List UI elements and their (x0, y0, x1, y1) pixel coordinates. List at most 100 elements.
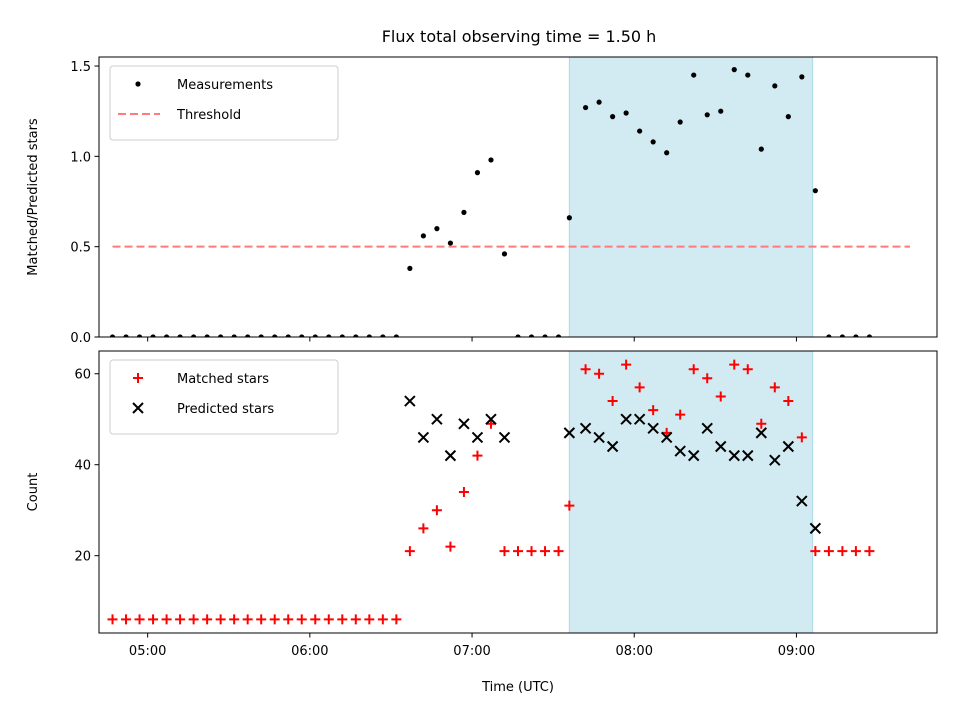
y-tick-label: 20 (74, 550, 91, 565)
matched-stars-point (310, 614, 321, 625)
measurements-point (285, 334, 291, 337)
x-axis-label: Time (UTC) (481, 680, 554, 695)
matched-stars-point (350, 614, 361, 625)
predicted-stars-point (769, 454, 781, 466)
measurements-point (691, 72, 697, 78)
measurements-point (136, 334, 143, 337)
measurements-point (191, 334, 197, 337)
matched-stars-point (513, 546, 523, 557)
predicted-stars-point (742, 449, 754, 462)
measurements-point (258, 334, 264, 337)
matched-stars-point (769, 382, 780, 393)
matched-stars-point (472, 450, 483, 461)
predicted-stars-point (660, 431, 673, 444)
matched-stars-point (715, 391, 726, 402)
measurements-point (109, 334, 116, 337)
chart-title: Flux total observing time = 1.50 h (382, 27, 657, 46)
matched-stars-point (445, 541, 456, 552)
measurements-point (150, 334, 156, 337)
axes-frame (98, 350, 938, 634)
x-tick-label: 06:00 (291, 644, 328, 659)
measurements-point (339, 334, 345, 337)
predicted-stars-point (701, 422, 713, 435)
matched-stars-point (202, 614, 213, 625)
measurements-series (109, 67, 873, 337)
predicted-stars-point (715, 440, 727, 453)
measurements-point (272, 334, 278, 337)
matched-stars-point (564, 500, 575, 511)
measurements-point (731, 67, 737, 73)
matched-stars-legend-marker (133, 373, 143, 383)
predicted-stars-point (444, 449, 457, 462)
matched-stars-point (175, 614, 186, 625)
predicted-stars-point (606, 440, 619, 453)
predicted-stars-point (674, 445, 686, 457)
matched-stars-point (837, 546, 848, 557)
legend-box (109, 359, 339, 435)
matched-stars-point (404, 546, 415, 557)
matched-stars-point (729, 359, 740, 370)
y-tick-label: 0.5 (70, 241, 91, 256)
measurements-point (407, 265, 413, 271)
matched-stars-point (107, 614, 118, 625)
matched-stars-point (242, 614, 253, 625)
y-tick-label: 60 (74, 368, 91, 383)
matched-stars-point (134, 614, 145, 625)
predicted-stars-point (688, 449, 700, 462)
measurements-point (461, 209, 467, 215)
measurements-point (853, 334, 859, 337)
measurements-point (366, 334, 372, 337)
measurements-point (826, 334, 832, 337)
matched-stars-point (607, 396, 618, 407)
plot-area (107, 351, 875, 633)
measurements-point (204, 334, 210, 337)
observing-window-span (568, 351, 814, 633)
matched-stars-point (783, 396, 794, 407)
y-tick-label: 40 (74, 459, 91, 474)
measurements-point (745, 72, 751, 78)
legend-label-threshold: Threshold (176, 108, 241, 123)
measurements-point (299, 334, 305, 337)
measurements-point (393, 334, 399, 337)
measurements-point (177, 334, 183, 337)
predicted-stars-point (620, 413, 632, 425)
matched-stars-series (107, 359, 875, 625)
predicted-stars-point (593, 431, 605, 444)
matched-stars-point (810, 546, 821, 557)
y-tick-label: 0.0 (70, 331, 91, 346)
predicted-stars-legend-marker (132, 402, 144, 414)
matched-stars-point (418, 523, 429, 534)
matched-stars-point (229, 614, 240, 625)
matched-stars-point (742, 364, 753, 375)
matched-stars-point (337, 614, 348, 625)
measurements-point (434, 226, 440, 232)
matched-stars-point (431, 505, 442, 516)
matched-stars-point (377, 614, 388, 625)
matched-stars-point (850, 546, 861, 557)
measurements-point (447, 240, 454, 246)
measurements-legend-marker (135, 81, 141, 87)
matched-stars-point (688, 364, 699, 375)
matched-stars-point (148, 614, 159, 625)
x-tick-label: 09:00 (778, 644, 815, 659)
measurements-point (326, 334, 332, 337)
measurements-point (812, 188, 818, 194)
x-tick-label: 07:00 (453, 644, 490, 659)
x-tick-label: 08:00 (616, 644, 653, 659)
predicted-stars-point (647, 422, 659, 435)
matched-stars-point (283, 614, 294, 625)
measurements-point (758, 146, 764, 152)
legend-label-matched-stars: Matched stars (177, 372, 269, 387)
y-tick-label: 1.0 (70, 150, 91, 165)
measurements-point (312, 334, 318, 337)
matched-stars-point (634, 382, 645, 393)
measurements-point (528, 334, 535, 337)
predicted-stars-point (485, 413, 497, 425)
matched-stars-point (391, 614, 402, 625)
matched-stars-point (580, 364, 591, 375)
plot-area (109, 57, 910, 337)
matched-stars-point (458, 487, 469, 497)
measurements-point (245, 334, 251, 337)
predicted-stars-point (809, 522, 822, 535)
legend: Matched stars Predicted stars (109, 359, 339, 435)
